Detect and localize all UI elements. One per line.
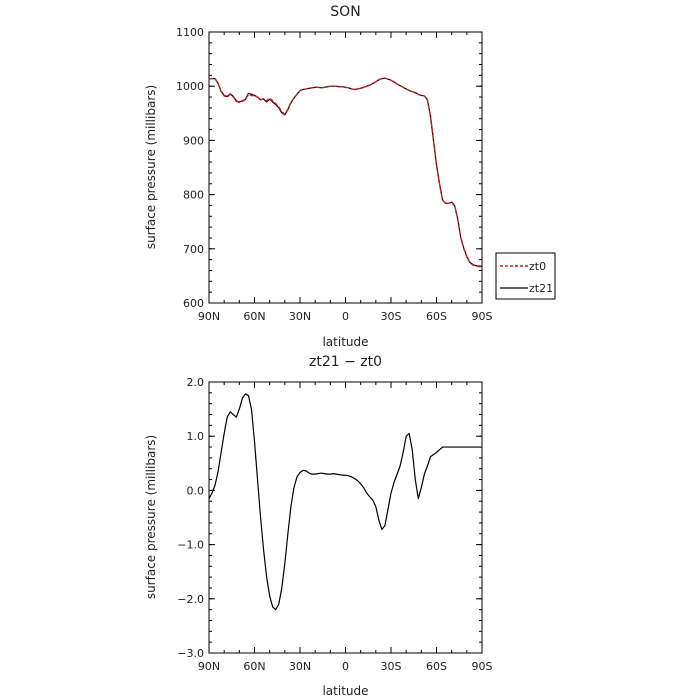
x-tick-label: 60N [243,310,265,323]
legend: zt0 zt21 [495,252,556,300]
x-axis-title: latitude [322,335,368,349]
x-axis-title: latitude [322,684,368,698]
y-tick-label: 700 [183,243,204,256]
x-tick-label: 60S [426,660,447,673]
x-tick-label: 60N [243,660,265,673]
legend-box [495,252,556,300]
y-tick-label: 800 [183,189,204,202]
plot-frame [208,381,483,654]
plot-frame [208,31,483,304]
legend-label-zt0: zt0 [529,260,546,273]
x-tick-label: 90N [198,310,220,323]
x-tick-label: 0 [342,660,349,673]
x-tick-label: 90N [198,660,220,673]
panel-son: SON latitude surface pressure (millibars… [144,4,556,349]
y-tick-label: −3.0 [177,647,204,660]
x-tick-label: 30S [381,310,402,323]
plot-title: SON [330,4,360,20]
y-tick-label: 1000 [176,80,204,93]
series-line-zt21 [209,77,482,267]
y-tick-label: −1.0 [177,539,204,552]
y-tick-label: 1.0 [187,430,205,443]
x-tick-label: 90S [472,310,493,323]
x-tick-label: 60S [426,310,447,323]
y-axis-title: surface pressure (millibars) [144,435,158,599]
plot-title: zt21 − zt0 [309,354,382,370]
x-tick-label: 30S [381,660,402,673]
x-tick-label: 90S [472,660,493,673]
y-tick-label: 2.0 [187,376,205,389]
x-tick-label: 30N [289,310,311,323]
legend-label-zt21: zt21 [529,282,553,295]
y-tick-label: 1100 [176,26,204,39]
y-axis-title: surface pressure (millibars) [144,85,158,249]
panel-difference: zt21 − zt0 latitude surface pressure (mi… [144,354,493,698]
y-tick-label: 600 [183,297,204,310]
x-tick-label: 30N [289,660,311,673]
y-tick-label: −2.0 [177,593,204,606]
series-line-zt0 [209,77,482,268]
series-line-difference [208,393,482,611]
y-tick-label: 0.0 [187,484,205,497]
y-tick-label: 900 [183,134,204,147]
x-tick-label: 0 [342,310,349,323]
